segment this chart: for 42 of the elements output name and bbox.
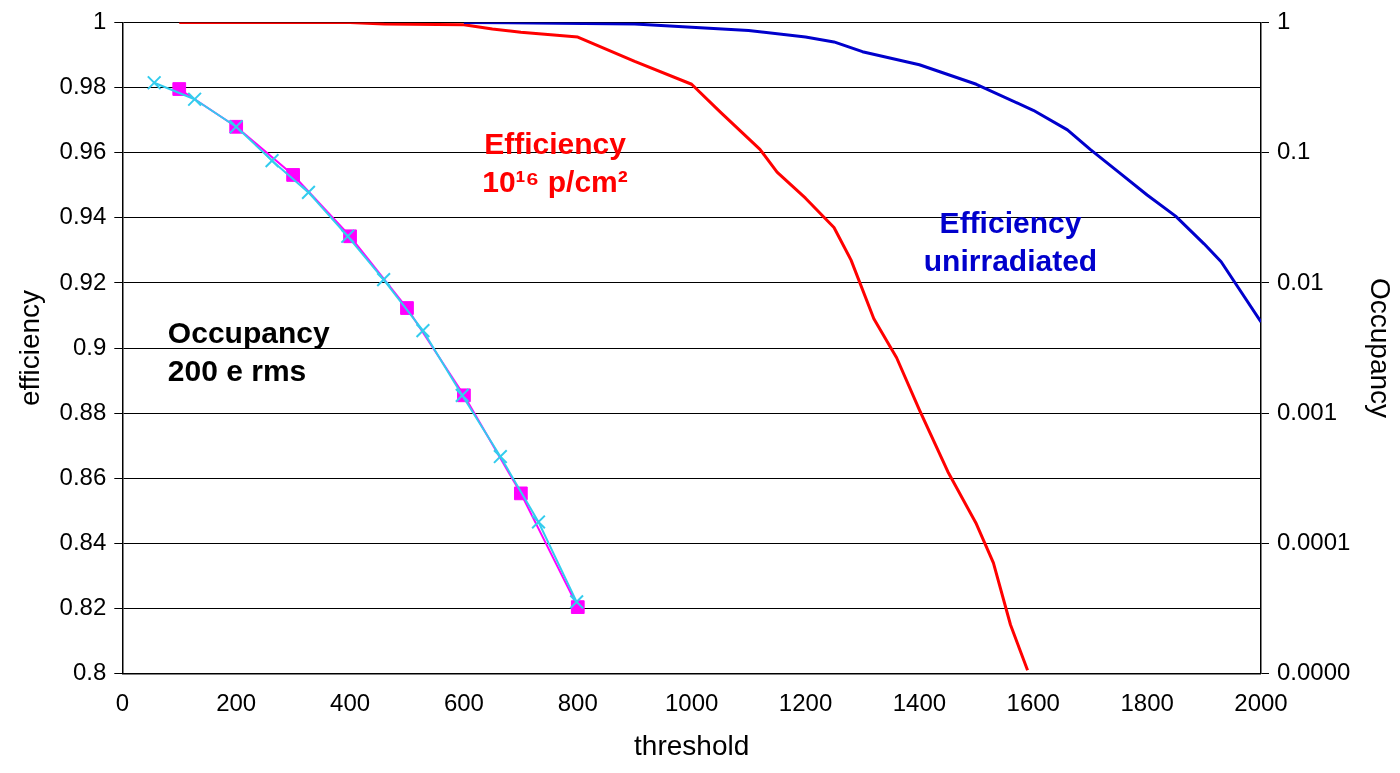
y2-tick-label: 1	[1276, 7, 1291, 35]
point	[301, 185, 316, 200]
y2-tick-label: 0.1	[1276, 137, 1311, 165]
text: Occupancy 200 e rms	[167, 316, 330, 388]
point	[264, 153, 280, 169]
y-tick-label: 0.9	[72, 332, 107, 360]
y2-tick-label: 0.001	[1276, 397, 1338, 425]
y-tick-label: 0.94	[59, 202, 107, 230]
x-tick-label: 800	[557, 688, 598, 716]
y-tick-label: 0.84	[59, 527, 107, 555]
point	[569, 594, 585, 610]
point	[146, 75, 162, 91]
x-tick-label: 1200	[778, 688, 833, 716]
x-axis-title: threshold	[634, 729, 750, 761]
point	[376, 272, 391, 287]
y-tick-label: 0.96	[59, 137, 107, 165]
y2-tick-label: 0.01	[1276, 267, 1324, 295]
x-tick-label: 600	[443, 688, 484, 716]
x-tick-label: 400	[330, 688, 371, 716]
x-tick-label: 2000	[1234, 688, 1288, 716]
point	[531, 514, 546, 530]
y-tick-label: 0.98	[59, 72, 107, 100]
x-tick-label: 1600	[1006, 688, 1060, 716]
x-tick-label: 1800	[1120, 688, 1174, 716]
text: Efficiency 10¹⁶ p/cm²	[482, 127, 628, 199]
x-tick-label: 1000	[664, 688, 719, 716]
x-tick-label: 0	[115, 688, 129, 716]
y-tick-label: 0.88	[59, 397, 107, 425]
point	[492, 449, 508, 464]
y-axis-title: efficiency	[13, 289, 45, 407]
y2-axis-title: Occupancy	[1365, 277, 1397, 419]
point	[415, 323, 431, 338]
x-tick-label: 1400	[892, 688, 947, 716]
y-tick-label: 0.86	[59, 462, 107, 490]
y-tick-label: 0.82	[59, 593, 107, 621]
x-tick-label: 200	[216, 688, 257, 716]
point	[187, 91, 202, 107]
y-tick-label: 0.92	[59, 267, 107, 295]
y-tick-label: 0.8	[72, 658, 107, 686]
y-tick-label: 1	[92, 7, 107, 35]
y2-tick-label: 0.0001	[1276, 527, 1351, 555]
y2-tick-label: 0.0000	[1276, 658, 1351, 686]
